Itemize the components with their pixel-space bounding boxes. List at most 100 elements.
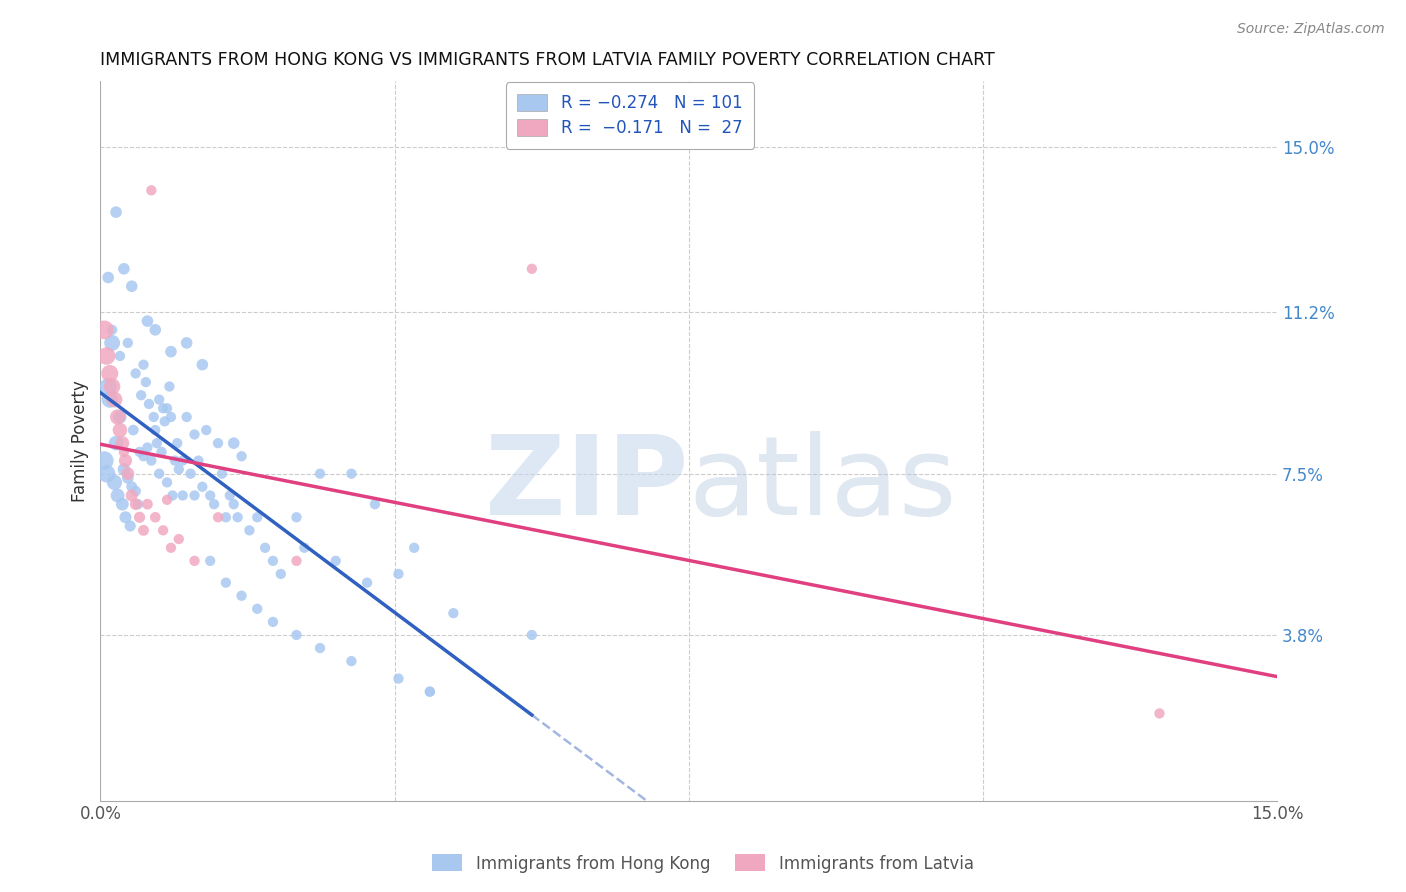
Point xyxy=(93,323,115,337)
Point xyxy=(254,541,277,555)
Point xyxy=(520,628,543,642)
Point xyxy=(127,497,149,511)
Point xyxy=(103,475,125,490)
Point xyxy=(114,510,136,524)
Point xyxy=(150,445,173,459)
Point xyxy=(187,453,209,467)
Point xyxy=(107,488,129,502)
Point xyxy=(114,453,136,467)
Point xyxy=(122,423,145,437)
Point xyxy=(387,672,409,686)
Point xyxy=(215,510,238,524)
Point xyxy=(96,349,118,363)
Point xyxy=(105,436,128,450)
Point xyxy=(107,409,129,424)
Point xyxy=(404,541,426,555)
Point xyxy=(167,462,190,476)
Point xyxy=(124,484,146,499)
Point xyxy=(166,436,188,450)
Point xyxy=(93,453,115,467)
Text: Source: ZipAtlas.com: Source: ZipAtlas.com xyxy=(1237,22,1385,37)
Point xyxy=(419,684,441,698)
Point xyxy=(262,615,284,629)
Point xyxy=(172,488,194,502)
Point xyxy=(97,270,120,285)
Point xyxy=(138,397,160,411)
Point xyxy=(128,510,150,524)
Point xyxy=(132,449,155,463)
Point xyxy=(143,423,166,437)
Point xyxy=(132,358,155,372)
Point xyxy=(176,335,198,350)
Point xyxy=(117,467,139,481)
Point xyxy=(112,462,135,476)
Point xyxy=(148,392,170,407)
Point xyxy=(111,497,134,511)
Point xyxy=(101,335,124,350)
Point xyxy=(246,510,269,524)
Point xyxy=(156,475,179,490)
Point xyxy=(108,423,131,437)
Point xyxy=(387,566,409,581)
Point xyxy=(98,392,121,407)
Point xyxy=(1149,706,1171,721)
Point xyxy=(262,554,284,568)
Point xyxy=(103,392,125,407)
Point xyxy=(136,497,159,511)
Point xyxy=(218,488,240,502)
Point xyxy=(128,445,150,459)
Point xyxy=(143,323,166,337)
Point xyxy=(198,554,221,568)
Point xyxy=(246,602,269,616)
Point xyxy=(198,488,221,502)
Point xyxy=(309,641,332,656)
Point xyxy=(441,606,464,620)
Point xyxy=(101,379,124,393)
Point xyxy=(148,467,170,481)
Point xyxy=(112,261,135,276)
Point xyxy=(153,414,176,428)
Point xyxy=(112,445,135,459)
Point xyxy=(340,654,363,668)
Point xyxy=(191,480,214,494)
Point xyxy=(207,436,229,450)
Point xyxy=(160,344,183,359)
Point xyxy=(121,480,143,494)
Point xyxy=(325,554,347,568)
Point xyxy=(285,510,308,524)
Point xyxy=(156,401,179,416)
Point xyxy=(120,519,142,533)
Point xyxy=(121,279,143,293)
Legend: Immigrants from Hong Kong, Immigrants from Latvia: Immigrants from Hong Kong, Immigrants fr… xyxy=(426,847,980,880)
Point xyxy=(96,467,118,481)
Text: IMMIGRANTS FROM HONG KONG VS IMMIGRANTS FROM LATVIA FAMILY POVERTY CORRELATION C: IMMIGRANTS FROM HONG KONG VS IMMIGRANTS … xyxy=(100,51,995,69)
Point xyxy=(136,441,159,455)
Point xyxy=(111,436,134,450)
Point xyxy=(167,532,190,546)
Point xyxy=(124,497,146,511)
Point xyxy=(141,453,163,467)
Point xyxy=(207,510,229,524)
Point xyxy=(132,524,155,538)
Point xyxy=(520,261,543,276)
Point xyxy=(172,453,194,467)
Point xyxy=(191,358,214,372)
Point xyxy=(160,541,183,555)
Point xyxy=(156,492,179,507)
Point xyxy=(356,575,378,590)
Point xyxy=(238,524,260,538)
Point xyxy=(419,684,441,698)
Point xyxy=(97,379,120,393)
Point xyxy=(285,554,308,568)
Point xyxy=(340,467,363,481)
Point xyxy=(117,471,139,485)
Point xyxy=(215,575,238,590)
Point xyxy=(222,436,245,450)
Point xyxy=(98,367,121,381)
Point xyxy=(129,388,152,402)
Point xyxy=(183,554,205,568)
Point xyxy=(105,205,128,219)
Point xyxy=(136,314,159,328)
Point xyxy=(285,628,308,642)
Point xyxy=(108,349,131,363)
